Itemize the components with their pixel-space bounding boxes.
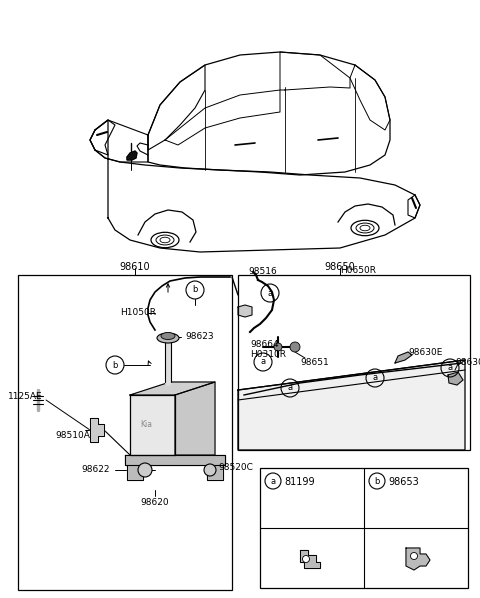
Ellipse shape bbox=[161, 332, 175, 340]
Polygon shape bbox=[207, 465, 223, 480]
Text: 98520C: 98520C bbox=[218, 463, 253, 472]
Bar bbox=[238, 275, 470, 450]
Polygon shape bbox=[90, 418, 104, 442]
Text: 98610: 98610 bbox=[120, 262, 150, 272]
Text: 1125AE: 1125AE bbox=[8, 392, 43, 401]
Text: 98630E: 98630E bbox=[408, 348, 443, 357]
Text: b: b bbox=[374, 477, 380, 486]
Text: 98622: 98622 bbox=[82, 465, 110, 474]
Text: 98620: 98620 bbox=[141, 498, 169, 507]
Polygon shape bbox=[238, 305, 252, 317]
Text: 81199: 81199 bbox=[284, 477, 314, 487]
Text: 98664: 98664 bbox=[250, 340, 278, 349]
Ellipse shape bbox=[157, 333, 179, 343]
Polygon shape bbox=[406, 548, 430, 570]
Text: 98623: 98623 bbox=[185, 332, 214, 341]
Polygon shape bbox=[300, 550, 320, 568]
Text: H0650R: H0650R bbox=[340, 266, 376, 275]
Text: 98651: 98651 bbox=[300, 358, 329, 367]
Polygon shape bbox=[127, 465, 143, 480]
Circle shape bbox=[302, 556, 310, 563]
Text: 98650: 98650 bbox=[324, 262, 355, 272]
Text: a: a bbox=[261, 358, 265, 367]
Bar bbox=[18, 275, 232, 590]
Polygon shape bbox=[125, 455, 225, 465]
Polygon shape bbox=[127, 151, 137, 160]
Bar bbox=[260, 468, 468, 588]
Text: H1050R: H1050R bbox=[120, 308, 156, 317]
Text: Kia: Kia bbox=[140, 420, 152, 429]
Polygon shape bbox=[175, 382, 215, 455]
Text: a: a bbox=[288, 383, 293, 392]
Polygon shape bbox=[238, 360, 465, 450]
Text: a: a bbox=[372, 374, 378, 383]
Text: b: b bbox=[112, 361, 118, 370]
Polygon shape bbox=[448, 372, 463, 385]
Text: a: a bbox=[270, 477, 276, 486]
Circle shape bbox=[410, 553, 418, 560]
Polygon shape bbox=[130, 382, 215, 395]
Polygon shape bbox=[395, 352, 412, 363]
Text: a: a bbox=[447, 364, 453, 373]
Text: 98510A: 98510A bbox=[55, 431, 90, 440]
Text: 98653: 98653 bbox=[388, 477, 419, 487]
Text: b: b bbox=[192, 285, 198, 294]
Text: a: a bbox=[267, 288, 273, 297]
Text: H0310R: H0310R bbox=[250, 350, 286, 359]
Circle shape bbox=[204, 464, 216, 476]
Circle shape bbox=[290, 342, 300, 352]
Circle shape bbox=[138, 463, 152, 477]
Circle shape bbox=[274, 343, 282, 351]
Text: 98516: 98516 bbox=[248, 267, 277, 276]
Polygon shape bbox=[130, 395, 175, 455]
Text: 98630F: 98630F bbox=[455, 358, 480, 367]
